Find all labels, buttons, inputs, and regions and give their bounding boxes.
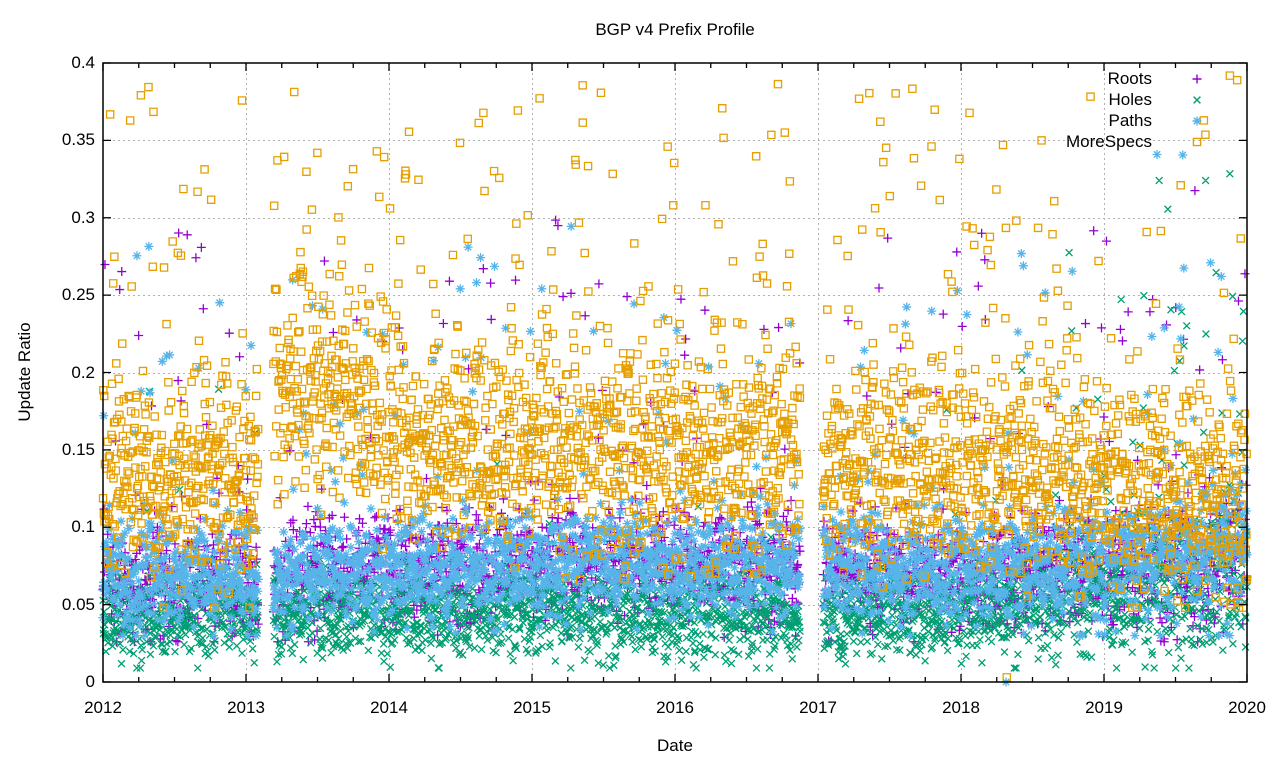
y-tick-label: 0 <box>85 672 95 691</box>
x-tick-label: 2012 <box>84 698 122 717</box>
legend-item-holes: Holes <box>1108 90 1152 109</box>
x-tick-label: 2017 <box>799 698 837 717</box>
y-tick-label: 0.05 <box>61 594 95 614</box>
legend-item-paths: Paths <box>1108 111 1152 130</box>
legend-asterisk-marker-icon <box>1192 116 1202 126</box>
x-tick-label: 2013 <box>227 698 265 717</box>
legend-item-morespecs: MoreSpecs <box>1066 132 1152 151</box>
y-tick-label: 0.25 <box>61 285 95 305</box>
x-tick-label: 2019 <box>1085 698 1123 717</box>
chart-title: BGP v4 Prefix Profile <box>595 20 755 39</box>
legend-plus-marker-icon <box>1192 74 1202 84</box>
y-tick-label: 0.2 <box>71 362 95 382</box>
y-tick-label: 0.1 <box>71 517 95 537</box>
legend-cross-marker-icon <box>1193 96 1201 104</box>
legend-item-roots: Roots <box>1107 69 1152 88</box>
y-tick-label: 0.3 <box>71 207 95 227</box>
x-tick-label: 2015 <box>513 698 551 717</box>
legend-square-marker-icon <box>1192 137 1202 147</box>
y-tick-label: 0.35 <box>61 130 95 150</box>
x-tick-label: 2014 <box>370 698 408 717</box>
x-axis-label: Date <box>657 736 693 755</box>
x-tick-label: 2016 <box>656 698 694 717</box>
y-tick-label: 0.4 <box>71 53 95 72</box>
x-tick-label: 2018 <box>942 698 980 717</box>
y-tick-label: 0.15 <box>61 439 95 459</box>
x-tick-label: 2020 <box>1228 698 1266 717</box>
